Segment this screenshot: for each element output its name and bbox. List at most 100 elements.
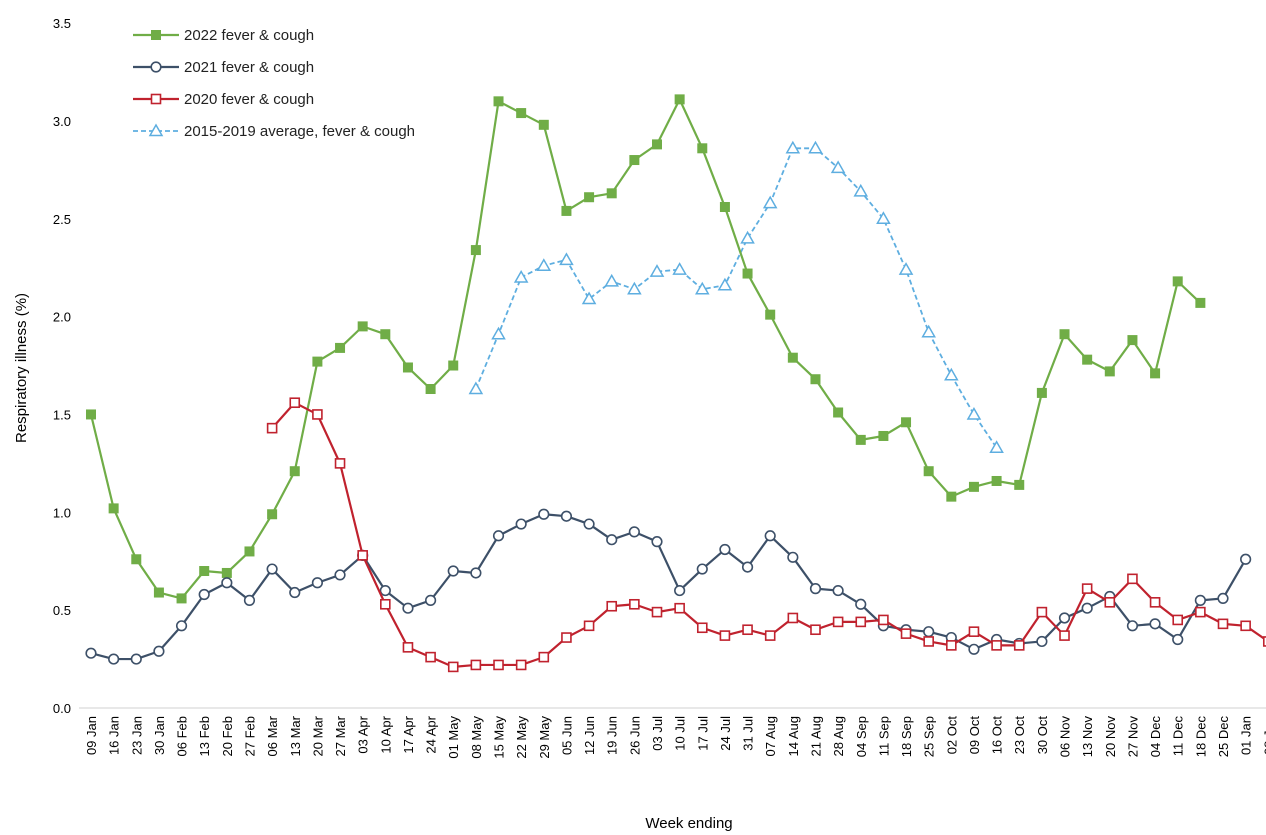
series-2022-fever-cough-point bbox=[1082, 354, 1093, 365]
legend-label: 2015-2019 average, fever & cough bbox=[184, 123, 415, 140]
series-2015-2019-average-fever-cough-point bbox=[898, 262, 914, 275]
series-2022-fever-cough-point bbox=[153, 587, 164, 598]
series-2022-fever-cough-point bbox=[1059, 329, 1070, 340]
series-2015-2019-average-fever-cough-point bbox=[581, 291, 597, 305]
series-2015-2019-average-fever-cough-point bbox=[921, 324, 936, 338]
series-layer bbox=[85, 94, 1266, 673]
series-2022-fever-cough-point bbox=[1172, 276, 1183, 287]
x-tick-label: 05 Jun bbox=[559, 716, 574, 755]
series-2021-fever-cough-point bbox=[538, 508, 550, 520]
series-2022-fever-cough-point bbox=[1195, 297, 1206, 308]
series-2021-fever-cough-point bbox=[1058, 612, 1071, 624]
series-2021-fever-cough-point bbox=[696, 563, 708, 575]
series-2015-2019-average-fever-cough-point bbox=[717, 277, 733, 291]
series-2020-fever-cough-point bbox=[1081, 583, 1093, 594]
x-tick-label: 06 Mar bbox=[265, 715, 280, 756]
series-2021-fever-cough-point bbox=[1081, 602, 1093, 614]
series-2022-fever-cough-point bbox=[787, 352, 798, 363]
series-2021-fever-cough-point bbox=[606, 534, 618, 546]
x-tick-label: 02 Oct bbox=[944, 716, 959, 755]
series-2021-fever-cough-point bbox=[221, 577, 233, 589]
series-2022-fever-cough-point bbox=[312, 356, 323, 367]
series-2020-fever-cough-point bbox=[1036, 606, 1048, 618]
series-2021-fever-cough-point bbox=[674, 584, 686, 597]
series-2022-fever-cough-point bbox=[1150, 368, 1161, 379]
legend-swatch-point bbox=[151, 30, 161, 40]
series-2021-fever-cough-point bbox=[809, 583, 822, 595]
series-2020-fever-cough-point bbox=[968, 626, 980, 637]
series-2021-fever-cough-point bbox=[923, 626, 935, 638]
series-2022-fever-cough-point bbox=[199, 566, 210, 577]
series-2020-fever-cough-point bbox=[447, 661, 459, 673]
series-2020-fever-cough-point bbox=[561, 632, 572, 643]
series-2021-fever-cough-point bbox=[243, 594, 256, 606]
series-2020-fever-cough-point bbox=[1104, 597, 1116, 608]
x-tick-label: 31 Jul bbox=[741, 716, 756, 751]
series-2015-2019-average-fever-cough-point bbox=[740, 230, 755, 244]
series-2020-fever-cough-point bbox=[515, 659, 527, 671]
series-2022-fever-cough-point bbox=[108, 503, 119, 514]
y-tick-label: 0.5 bbox=[53, 603, 71, 618]
series-2015-2019-average-fever-cough-point bbox=[649, 264, 665, 277]
x-tick-label: 20 Mar bbox=[310, 715, 325, 756]
series-2020-fever-cough-point bbox=[696, 622, 708, 634]
series-2022-fever-cough-point bbox=[357, 321, 368, 332]
series-2022-fever-cough-point bbox=[1014, 479, 1025, 490]
series-2020-fever-cough-point bbox=[787, 612, 799, 624]
series-2015-2019-average-fever-cough bbox=[468, 140, 1004, 453]
series-2015-2019-average-fever-cough-point bbox=[513, 269, 529, 283]
x-tick-label: 25 Dec bbox=[1216, 716, 1231, 758]
series-2020-fever-cough-point bbox=[1195, 606, 1206, 618]
legend-item-2022-fever-cough: 2022 fever & cough bbox=[133, 27, 314, 44]
x-tick-label: 06 Feb bbox=[175, 716, 190, 756]
series-2021-fever-cough-line bbox=[90, 513, 1247, 661]
series-2020-fever-cough-point bbox=[878, 614, 889, 626]
series-2020-fever-cough-point bbox=[991, 640, 1002, 651]
series-2021-fever-cough-point bbox=[425, 594, 437, 606]
x-tick-label: 21 Aug bbox=[808, 716, 823, 757]
x-tick-label: 27 Feb bbox=[242, 716, 257, 756]
legend-label: 2021 fever & cough bbox=[184, 59, 314, 76]
legend-label: 2020 fever & cough bbox=[184, 91, 314, 108]
series-2020-fever-cough-point bbox=[493, 659, 504, 671]
series-2020-fever-cough-point bbox=[810, 624, 821, 636]
legend-swatch-point bbox=[148, 123, 164, 137]
series-2021-fever-cough-point bbox=[1149, 618, 1161, 630]
x-tick-label: 28 Aug bbox=[831, 716, 846, 757]
x-tick-label: 27 Mar bbox=[333, 715, 348, 756]
series-2020-fever-cough-point bbox=[923, 636, 934, 647]
series-2021-fever-cough-point bbox=[108, 653, 120, 665]
series-2015-2019-average-fever-cough-point bbox=[468, 381, 484, 395]
series-2015-2019-average-fever-cough-line bbox=[475, 147, 998, 449]
series-2020-fever-cough-point bbox=[606, 600, 618, 612]
series-2015-2019-average-fever-cough-point bbox=[830, 160, 846, 174]
series-2022-fever-cough-line bbox=[89, 98, 1202, 600]
series-2021-fever-cough-point bbox=[130, 653, 142, 665]
x-tick-label: 24 Apr bbox=[424, 715, 439, 753]
series-2020-fever-cough-point bbox=[312, 409, 323, 420]
x-tick-label: 16 Oct bbox=[990, 716, 1005, 755]
series-2020-fever-cough-point bbox=[719, 630, 731, 641]
series-2022-fever-cough-point bbox=[719, 202, 730, 213]
y-tick-label: 1.0 bbox=[53, 505, 71, 520]
x-tick-label: 27 Nov bbox=[1125, 716, 1140, 758]
series-2022-fever-cough-point bbox=[606, 188, 617, 199]
series-2022-fever-cough-point bbox=[86, 409, 96, 420]
x-tick-label: 26 Jun bbox=[627, 716, 642, 755]
series-2021-fever-cough-point bbox=[85, 647, 97, 659]
series-2022-fever-cough-point bbox=[493, 96, 504, 107]
series-2021-fever-cough-point bbox=[855, 598, 867, 610]
series-2020-fever-cough-point bbox=[764, 630, 776, 641]
series-2020-fever-cough-point bbox=[470, 659, 482, 671]
series-2021-fever-cough-point bbox=[968, 643, 980, 655]
series-2021-fever-cough-point bbox=[787, 551, 799, 563]
series-2022-fever-cough-point bbox=[833, 407, 844, 418]
series-2020-fever-cough-point bbox=[1149, 597, 1161, 608]
series-2020-fever-cough-point bbox=[357, 550, 368, 561]
series-2020-fever-cough-point bbox=[855, 616, 867, 628]
series-2021-fever-cough-point bbox=[1036, 635, 1048, 648]
y-axis: 0.0 0.5 1.0 1.5 2.0 2.5 3.0 3.5 bbox=[53, 16, 71, 716]
x-tick-label: 20 Feb bbox=[220, 716, 235, 756]
series-2020-fever-cough-point bbox=[538, 651, 550, 663]
series-2021-fever-cough-point bbox=[764, 530, 776, 542]
